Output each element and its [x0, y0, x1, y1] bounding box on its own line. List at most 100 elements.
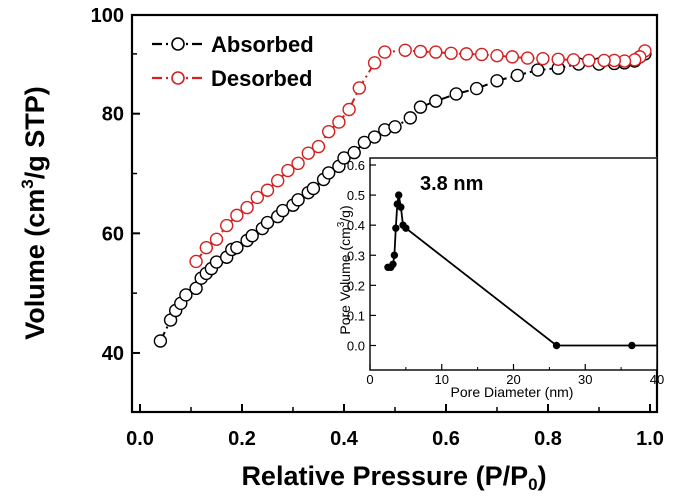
data-point-absorbed: [306, 181, 321, 196]
inset-series-layer: [384, 191, 657, 350]
main-x-axis-title: Relative Pressure (P/P0): [241, 461, 546, 494]
data-point-absorbed: [388, 120, 402, 134]
legend-absorbed-label: Absorbed: [211, 32, 314, 57]
data-point-desorbed: [475, 47, 489, 62]
main-x-tick-label: 0.0: [126, 428, 154, 450]
data-point-desorbed: [271, 173, 285, 188]
data-point-absorbed: [357, 135, 372, 150]
main-x-tick-label: 0.8: [534, 428, 562, 450]
legend-entry-desorbed: Desorbed: [152, 66, 312, 91]
inset-y-tick-label: 0.4: [347, 218, 365, 233]
data-point-desorbed: [413, 44, 428, 59]
data-point-desorbed: [189, 254, 203, 269]
inset-data-point: [389, 260, 397, 268]
inset-x-tick-label: 30: [578, 372, 592, 387]
inset-data-point: [392, 224, 400, 232]
data-point-desorbed: [520, 51, 535, 65]
inset-y-tick-label: 0.3: [347, 248, 365, 263]
data-point-desorbed: [566, 53, 581, 67]
data-point-desorbed: [597, 53, 611, 68]
data-point-desorbed: [219, 218, 234, 233]
data-point-desorbed: [429, 45, 443, 59]
data-point-desorbed: [367, 56, 382, 70]
inset-chart: 0 10 20 30 40 0.0 0.1 0.2 0.3 0.4 0.5 0.6 Pore Diam…: [336, 157, 664, 400]
inset-background: [368, 157, 657, 370]
main-x-tick-label: 0.6: [432, 428, 460, 450]
data-point-desorbed: [551, 52, 565, 66]
data-point-desorbed: [209, 232, 224, 247]
data-point-desorbed: [301, 146, 315, 160]
inset-y-tick-label: 0.0: [347, 339, 365, 354]
data-point-absorbed: [367, 130, 382, 144]
inset-y-tick-label: 0.2: [347, 278, 365, 293]
inset-x-tick-label: 20: [506, 372, 520, 387]
legend: Absorbed Desorbed: [152, 32, 314, 91]
inset-data-point: [390, 251, 399, 259]
inset-axis-ticks: 0 10 20 30 40 0.0 0.1 0.2 0.3 0.4 0.5 0.6: [347, 158, 664, 387]
data-point-desorbed: [490, 48, 504, 63]
data-point-absorbed: [469, 81, 484, 96]
data-point-absorbed: [347, 145, 361, 160]
data-point-desorbed: [281, 163, 295, 178]
main-y-tick-label: 60: [102, 223, 124, 245]
data-point-absorbed: [245, 229, 259, 243]
data-point-absorbed: [510, 68, 525, 83]
main-y-tick-label: 40: [102, 343, 124, 365]
data-point-absorbed: [490, 74, 504, 88]
data-point-desorbed: [342, 102, 356, 117]
legend-desorbed-label: Desorbed: [211, 66, 312, 91]
peak-annotation: 3.8 nm: [420, 173, 483, 195]
legend-entry-absorbed: Absorbed: [152, 32, 314, 57]
data-point-desorbed: [250, 190, 264, 205]
main-y-tick-label: 100: [91, 5, 124, 27]
data-point-desorbed: [230, 208, 244, 223]
data-point-absorbed: [449, 87, 463, 101]
inset-y-tick-label: 0.6: [347, 158, 365, 173]
data-point-absorbed: [260, 215, 275, 230]
data-point-desorbed: [199, 240, 214, 255]
inset-y-tick-label: 0.1: [347, 308, 365, 323]
inset-x-axis-title: Pore Diameter (nm): [451, 384, 574, 400]
data-point-desorbed: [505, 50, 519, 64]
data-point-desorbed: [322, 124, 336, 139]
data-point-desorbed: [398, 43, 412, 57]
inset-data-point: [628, 341, 636, 350]
data-point-desorbed: [378, 45, 392, 59]
main-x-tick-label: 0.2: [228, 428, 256, 450]
data-point-absorbed: [291, 193, 305, 207]
data-point-absorbed: [531, 63, 545, 77]
data-point-desorbed: [352, 81, 366, 95]
main-x-tick-label: 1.0: [636, 428, 664, 450]
data-point-desorbed: [536, 51, 550, 66]
inset-x-tick-label: 40: [650, 372, 664, 387]
data-point-desorbed: [444, 46, 458, 60]
data-point-absorbed: [153, 334, 168, 348]
main-x-tick-label: 0.4: [330, 428, 359, 450]
data-point-desorbed: [260, 183, 275, 197]
data-point-absorbed: [322, 166, 336, 180]
inset-x-tick-label: 10: [435, 372, 449, 387]
data-point-absorbed: [230, 240, 244, 255]
main-y-tick-label: 80: [102, 104, 124, 126]
data-point-absorbed: [276, 203, 290, 218]
data-point-absorbed: [429, 94, 443, 108]
data-point-desorbed: [332, 115, 346, 129]
inset-x-tick-label: 0: [366, 372, 373, 387]
data-point-absorbed: [413, 100, 428, 114]
inset-y-tick-label: 0.5: [347, 188, 365, 203]
data-point-absorbed: [403, 111, 417, 125]
data-point-absorbed: [179, 288, 193, 302]
data-point-desorbed: [582, 53, 596, 68]
inset-data-point: [552, 341, 561, 350]
data-point-desorbed: [459, 47, 474, 61]
data-point-absorbed: [337, 151, 351, 165]
main-y-axis-title: Volume (cm3/g STP): [18, 86, 50, 340]
main-series-layer: [153, 43, 652, 348]
inset-data-point: [395, 191, 403, 199]
inset-data-point: [397, 203, 405, 211]
inset-data-point: [402, 224, 410, 232]
inset-y-axis-title: Pore Volume (cm3/g): [336, 205, 353, 334]
data-point-desorbed: [311, 139, 326, 154]
